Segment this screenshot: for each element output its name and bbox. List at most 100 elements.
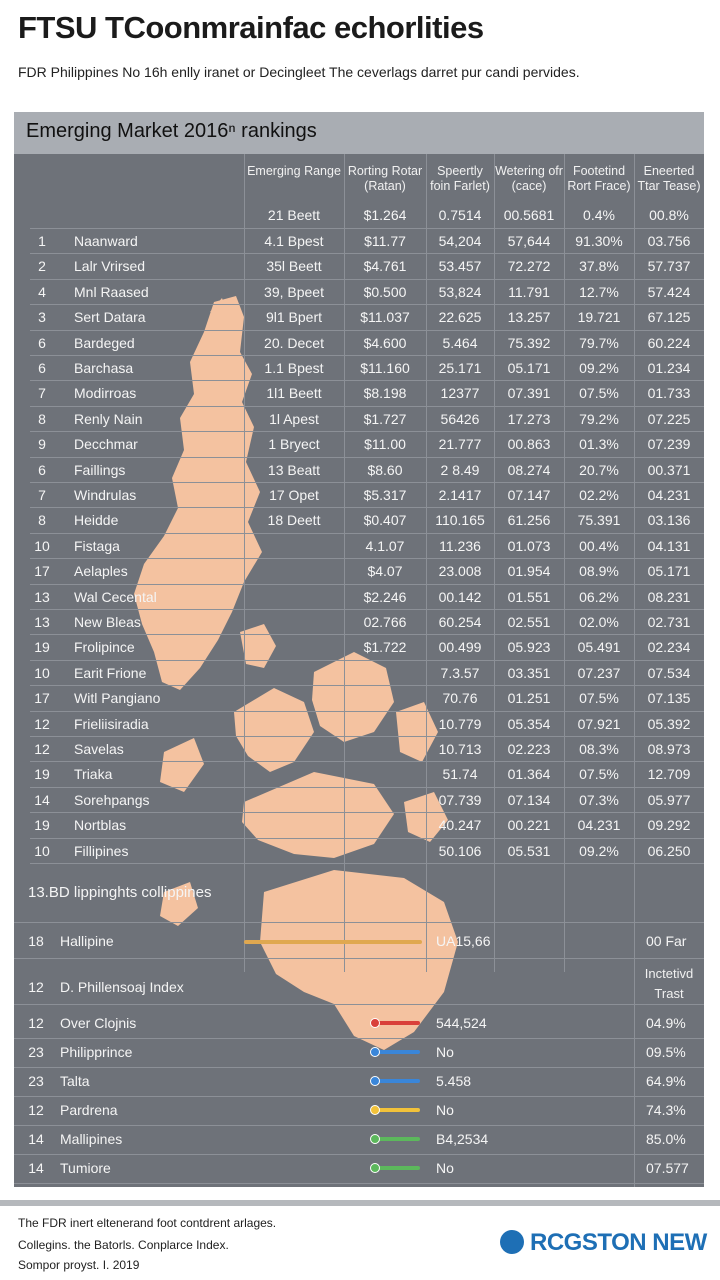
row-name: Fillipines — [74, 842, 129, 859]
column-divider — [344, 154, 345, 972]
header-value: 0.4% — [583, 207, 615, 223]
row-divider — [30, 507, 704, 509]
row-divider — [30, 761, 704, 763]
row-value: 01.954 — [507, 563, 551, 580]
row-name: Windrulas — [74, 487, 137, 503]
row-value: 09.292 — [647, 817, 691, 834]
section-title: D. Phillensoaj Index — [60, 979, 184, 995]
row-rank: 2 — [38, 258, 46, 275]
row-value: 06.250 — [647, 842, 691, 859]
row-value: 07.237 — [577, 664, 621, 681]
row-value: 25.171 — [438, 360, 482, 376]
row-value: 00.371 — [647, 461, 691, 478]
row-value: No — [436, 1160, 454, 1176]
row-value: 57.737 — [647, 258, 691, 275]
row-divider — [30, 583, 704, 585]
row-value: 01.733 — [647, 385, 691, 402]
row-value: 02.551 — [507, 614, 551, 630]
brand-logo: RCGSTON NEW — [500, 1226, 710, 1260]
column-header: Rorting Rotar (Ratan) — [347, 164, 423, 193]
row-value: 2.1417 — [438, 487, 482, 503]
row-value: 01.251 — [507, 690, 551, 707]
panel-header: Emerging Market 2016ⁿ rankings — [14, 112, 704, 154]
row-value: 07.225 — [647, 410, 691, 427]
row-divider — [30, 329, 704, 331]
row-pct: 09.5% — [646, 1044, 686, 1060]
row-name: Fistaga — [74, 537, 120, 554]
row-name: Savelas — [74, 741, 124, 757]
row-value: 67.125 — [647, 309, 691, 326]
row-value: 23.008 — [438, 563, 482, 580]
row-value: 2 8.49 — [440, 461, 480, 478]
row-divider — [30, 405, 704, 407]
header-value: 00.5681 — [503, 207, 555, 223]
row-divider — [30, 659, 704, 661]
progress-bar — [374, 1079, 420, 1083]
row-divider — [30, 558, 704, 560]
row-rank: 4 — [38, 283, 46, 300]
row-value: 53.457 — [438, 258, 482, 275]
row-rank: 13 — [34, 614, 50, 630]
progress-bar — [374, 1166, 420, 1170]
footer-line-3: Sompor proyst. I. 2019 — [18, 1258, 140, 1272]
column-divider — [244, 154, 245, 972]
row-value: 02.731 — [647, 614, 691, 630]
row-rank: 9 — [38, 436, 46, 453]
row-value: 9l1 Bpert — [265, 309, 323, 326]
row-name: Pardrena — [60, 1102, 118, 1118]
row-pct: 85.0% — [646, 1131, 686, 1147]
row-divider — [30, 837, 704, 839]
row-value: 02.766 — [363, 614, 407, 630]
row-divider — [30, 304, 704, 306]
row-value: 91.30% — [575, 233, 623, 249]
row-divider — [14, 1038, 704, 1039]
row-name: Over Clojnis — [60, 1015, 137, 1031]
row-name: Decchmar — [74, 436, 138, 453]
row-rank: 13 — [34, 588, 50, 605]
section-title: 13.BD lippinghts collippines — [28, 884, 212, 901]
progress-bar — [374, 1108, 420, 1112]
column-divider — [634, 958, 635, 1187]
row-value: 70.76 — [442, 690, 478, 707]
row-value: 19.721 — [577, 309, 621, 326]
page-title: FTSU TCoonmrainfac echorlities — [18, 10, 484, 45]
row-value: 00.863 — [507, 436, 551, 453]
row-divider — [30, 355, 704, 356]
row-value: 08.274 — [507, 461, 551, 478]
row-value: 39, Bpeet — [264, 283, 324, 300]
row-value: $11.037 — [360, 309, 410, 326]
row-value: 05.392 — [647, 715, 691, 732]
row-value: 05.171 — [647, 563, 691, 580]
row-name: Barchasa — [74, 360, 134, 376]
row-name: Aelaples — [74, 563, 128, 580]
row-divider — [30, 278, 704, 280]
row-name: Hallipine — [60, 933, 114, 949]
row-value: 12.7% — [579, 283, 619, 300]
row-divider — [30, 380, 704, 382]
row-divider — [30, 456, 704, 458]
row-divider — [30, 786, 704, 788]
row-value: 5.458 — [436, 1073, 472, 1089]
page-subtitle: FDR Philippines No 16h enlly iranet or D… — [18, 64, 580, 80]
row-value: 00.142 — [438, 588, 482, 605]
row-value: 57,644 — [507, 233, 551, 249]
row-rank: 6 — [38, 334, 46, 351]
row-value: 00.4% — [579, 537, 619, 554]
row-rank: 8 — [38, 410, 46, 427]
row-value: 07.5% — [579, 766, 619, 783]
row-value: 75.391 — [577, 512, 621, 529]
row-value: 57.424 — [647, 283, 691, 300]
row-value: 03.136 — [647, 512, 691, 529]
row-value: 20. Decet — [264, 334, 324, 351]
row-value: 03.351 — [507, 664, 551, 681]
row-value: 13 Beatt — [267, 461, 321, 478]
row-rank: 17 — [34, 690, 50, 707]
row-value: 07.239 — [647, 436, 691, 453]
footer-line-1: The FDR inert eltenerand foot contdrent … — [18, 1216, 277, 1230]
row-rank: 10 — [34, 842, 50, 859]
header-value: 0.7514 — [438, 207, 482, 223]
column-header: Eneerted Ttar Tease) — [637, 164, 701, 193]
row-rank: 23 — [28, 1073, 44, 1089]
status-dot — [370, 1163, 380, 1173]
row-value: 7.3.57 — [440, 664, 480, 681]
